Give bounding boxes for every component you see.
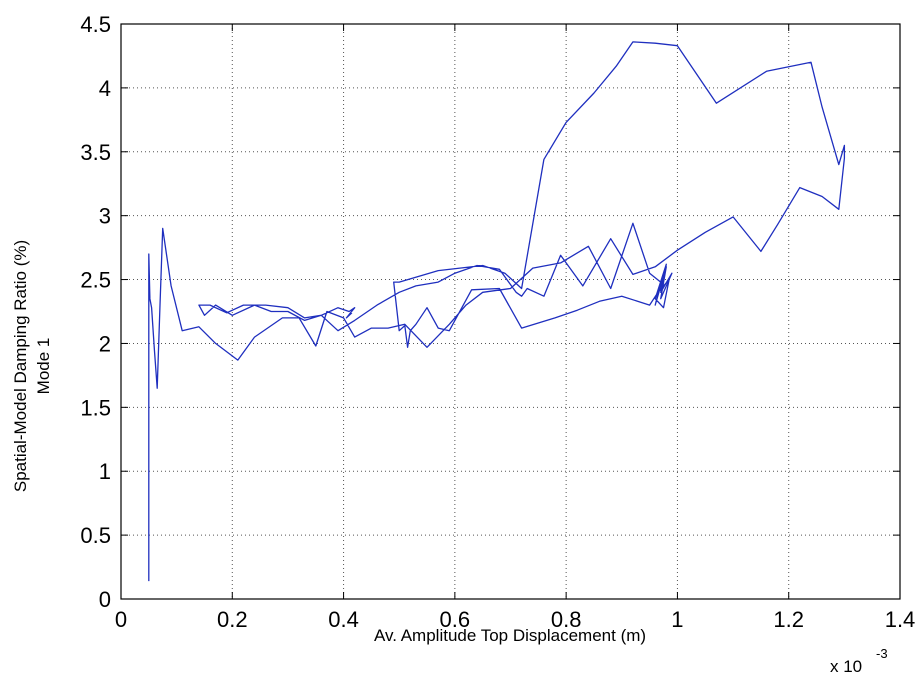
x-tick-label: 0.6 bbox=[440, 607, 471, 632]
y-tick-label: 4 bbox=[99, 76, 111, 101]
x-tick-label: 0.4 bbox=[328, 607, 359, 632]
x-tick-label: 1.2 bbox=[773, 607, 804, 632]
y-tick-label: 4.5 bbox=[80, 12, 111, 37]
y-tick-labels: 0 0.5 1 1.5 2 2.5 3 3.5 4 4.5 bbox=[80, 12, 111, 612]
y-tick-label: 1.5 bbox=[80, 395, 111, 420]
x-tick-labels: 0 0.2 0.4 0.6 0.8 1 1.2 1.4 bbox=[115, 607, 915, 632]
plot-area-background bbox=[121, 24, 900, 599]
x-axis-label: Av. Amplitude Top Displacement (m) bbox=[374, 626, 646, 645]
y-tick-label: 3.5 bbox=[80, 140, 111, 165]
y-axis-label-line1: Spatial-Model Damping Ratio (%) bbox=[11, 240, 30, 492]
y-tick-label: 0 bbox=[99, 587, 111, 612]
series-line bbox=[148, 41, 846, 582]
x-tick-label: 0.8 bbox=[551, 607, 582, 632]
x-exponent-base: x 10 bbox=[830, 657, 862, 676]
x-exponent-power: -3 bbox=[876, 646, 888, 661]
y-tick-label: 0.5 bbox=[80, 523, 111, 548]
x-tick-label: 0.2 bbox=[217, 607, 248, 632]
y-tick-label: 1 bbox=[99, 459, 111, 484]
y-axis-label-line2: Mode 1 bbox=[34, 338, 53, 395]
y-tick-label: 2.5 bbox=[80, 268, 111, 293]
x-tick-label: 1.4 bbox=[885, 607, 916, 632]
x-tick-label: 1 bbox=[671, 607, 683, 632]
y-tick-label: 2 bbox=[99, 331, 111, 356]
y-tick-label: 3 bbox=[99, 204, 111, 229]
x-tick-label: 0 bbox=[115, 607, 127, 632]
plot-frame bbox=[120, 23, 901, 600]
